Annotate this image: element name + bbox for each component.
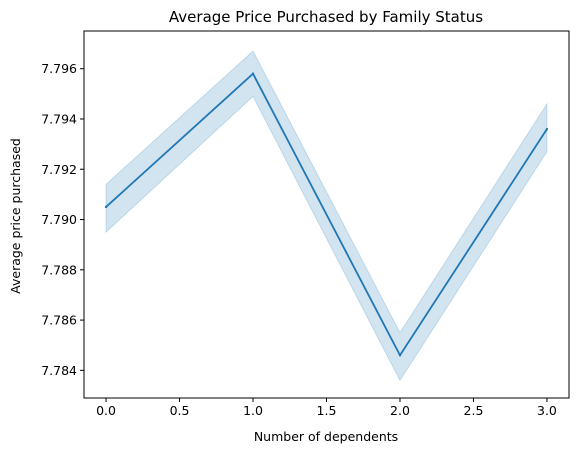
x-axis-title: Number of dependents — [254, 429, 398, 444]
x-tick-label: 2.0 — [390, 403, 410, 418]
y-tick-label: 7.784 — [41, 363, 77, 378]
y-tick-label: 7.790 — [41, 212, 77, 227]
y-tick-label: 7.788 — [41, 262, 77, 277]
x-tick-label: 3.0 — [537, 403, 557, 418]
y-tick-label: 7.792 — [41, 162, 77, 177]
x-tick-label: 0.0 — [96, 403, 116, 418]
y-tick-label: 7.794 — [41, 111, 77, 126]
chart-title: Average Price Purchased by Family Status — [169, 8, 483, 26]
y-axis-title: Average price purchased — [8, 138, 23, 294]
x-tick-label: 0.5 — [170, 403, 190, 418]
x-tick-label: 1.5 — [317, 403, 337, 418]
x-tick-label: 2.5 — [464, 403, 484, 418]
series-line — [105, 72, 548, 358]
plot-area — [104, 50, 549, 382]
x-tick-label: 1.0 — [243, 403, 263, 418]
data-point — [545, 127, 549, 131]
data-point — [104, 205, 108, 209]
data-point — [398, 354, 402, 357]
y-tick-label: 7.796 — [41, 61, 77, 76]
data-point — [251, 72, 255, 75]
axes: 0.0 0.5 1.0 1.5 2.0 2.5 3.0 7.784 7.786 7.788 7.79… — [41, 30, 570, 418]
y-tick-label: 7.786 — [41, 313, 77, 328]
